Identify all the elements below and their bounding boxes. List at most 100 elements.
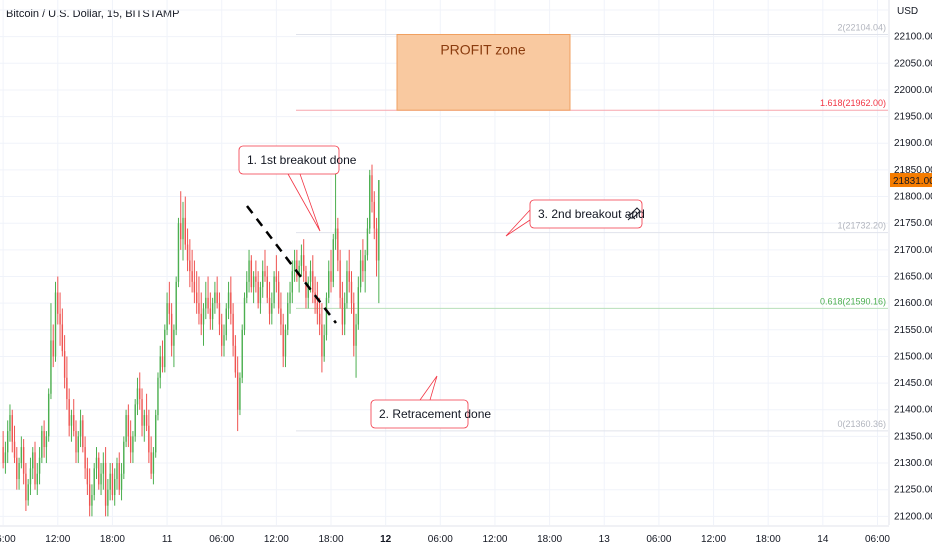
fib-label: 2(22104.04) [837,22,886,32]
candle-body [334,228,337,240]
candle-body [248,260,250,282]
candle [198,276,200,325]
candle [182,201,184,261]
candle-body [129,436,132,453]
candle-body [314,292,316,304]
candle-body [18,463,20,480]
candle [29,457,32,496]
candle [180,191,182,250]
candle [166,292,168,336]
candle [330,249,332,293]
candle-body [184,217,186,245]
candle [145,393,148,432]
candle [332,233,334,288]
annotation-a3: 3. 2nd breakout and [505,199,645,237]
candle [293,249,296,282]
candle-body [139,388,141,400]
candle-body [93,468,95,496]
candle-body [252,276,255,288]
candle [11,409,13,453]
candle [177,217,180,288]
candle [32,447,34,480]
annotation-a2: 2. Retracement done [370,375,491,429]
time-axis: 06:00 12:00 18:00 11 06:00 12:00 18:00 12 06:00 1… [0,525,890,545]
candle-body [193,281,196,293]
candle-body [291,271,294,293]
fib-label: 1.618(21962.00) [820,98,886,108]
candle [202,303,205,346]
candle [277,271,280,314]
candle-body [264,271,266,277]
candle [41,425,43,464]
candle-body [241,329,243,378]
candle [209,292,212,330]
candle [325,292,328,341]
candle [287,292,289,336]
candle [193,260,196,304]
annotation-box [238,145,340,175]
annotations: 1. 1st breakout done 2. Retracement done 3… [238,145,645,429]
candle [189,239,191,288]
time-tick-label: 12:00 [264,534,289,545]
candle [27,479,29,506]
candle-body [266,276,268,298]
candle-body [234,345,237,373]
fibonacci-extension: 2(22104.04) 1.618(21962.00) 1(21732.20) 0.6… [296,22,888,432]
profit-zone-box [396,33,571,111]
candle-body [371,175,373,202]
candle-body [57,292,59,314]
price-axis: USD 21200.00 21250.00 21300.00 21350.00 21400… [888,0,932,525]
candle [200,292,202,336]
candle-body [287,303,289,330]
candle-body [298,265,300,277]
candle [305,265,307,309]
candle-body [104,463,107,506]
candle-body [343,303,346,325]
candle-body [107,489,109,506]
candle [373,191,375,240]
candle [259,281,262,314]
candle [216,276,218,309]
time-tick-label: 06:00 [428,534,453,545]
candle [271,292,273,325]
price-tick-label: 21800.00 [894,192,932,203]
candle [300,244,303,277]
candle [266,265,268,304]
candle-body [332,239,334,282]
time-tick-label: 18:00 [100,534,125,545]
fib-label: 0.618(21590.16) [820,296,886,306]
candle-body [239,377,241,410]
profit-zone-label: PROFIT zone [440,41,526,57]
candle [70,409,73,442]
candle [302,239,305,282]
candle [139,372,141,410]
candle-body [369,175,371,229]
grid [0,0,888,525]
candle [275,255,278,293]
candle [93,463,95,501]
candle [9,404,11,442]
candle [120,463,123,501]
candle-body [221,324,223,346]
candle-body [339,260,341,298]
candle-body [84,447,86,469]
candle [148,409,150,464]
candle-body [309,271,312,282]
candle [164,324,166,373]
candle-body [214,292,216,304]
candle [61,308,64,357]
candle-body [312,271,314,293]
price-tick-label: 21700.00 [894,245,932,256]
candle-body [68,399,70,426]
time-tick-label: 12:00 [45,534,70,545]
annotation-box [370,399,469,429]
candle [264,249,266,282]
candle-body [275,276,278,282]
candle-body [357,287,360,325]
candle-body [289,292,291,304]
candle [157,372,159,421]
candle-body [66,377,68,400]
annotation-text: 1. 1st breakout done [247,153,357,167]
candle-body [136,388,139,405]
